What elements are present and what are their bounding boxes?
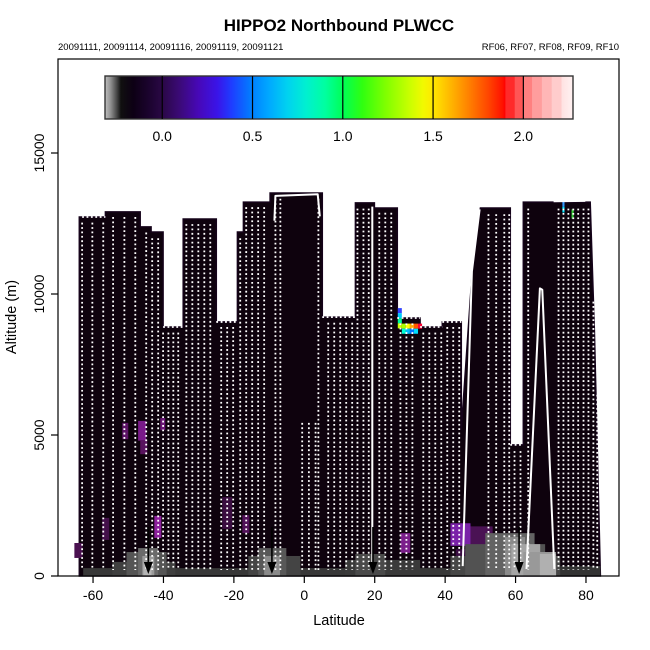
plot-frame [57,58,620,577]
x-axis-tick-label: -60 [83,587,103,603]
cloud-water-patch [74,543,83,558]
high-value-cell [413,323,419,329]
surface-arrow [514,527,524,574]
surface-arrow [368,527,378,574]
x-axis-tick-label: -20 [224,587,244,603]
flight-track-solid [525,287,556,570]
surface-arrow [267,527,277,574]
surface-arrow-head [514,562,524,574]
cloud-water-patch [102,517,110,540]
x-axis-tick-label: 40 [437,587,453,603]
subtitle-flight-dates: 20091111, 20091114, 20091116, 20091119, … [58,42,283,53]
high-value-cell [401,328,406,334]
high-value-cell [409,328,414,334]
high-value-cell [397,308,402,314]
high-value-cell [401,323,406,329]
x-axis-tick-label: -40 [153,587,173,603]
surface-arrow [143,527,153,574]
axes-layer: -60 -40 -20 0 20 40 60 80 0 5000 10000 15000 [31,133,594,603]
cloud-water-patch [122,422,129,440]
colorbar-tick-label: 0.0 [153,128,173,144]
colorbar-tick-label: 2.0 [514,128,534,144]
surface-arrow-head [143,562,153,574]
high-value-cell [562,200,565,207]
y-axis-tick-label: 15000 [31,133,47,172]
page-title: HIPPO2 Northbound PLWCC [224,16,454,35]
colorbar-gradient [104,75,574,120]
boundary-layer-gray-band [539,554,557,576]
cloud-water-patch [140,440,148,455]
colorbar-legend: 0.0 0.5 1.0 1.5 2.0 [104,75,574,144]
high-value-cell [409,323,414,329]
subtitle-flight-ids: RF06, RF07, RF08, RF09, RF10 [482,42,619,53]
colorbar-tick-label: 1.5 [423,128,443,144]
y-axis-label: Altitude (m) [4,280,20,354]
cloud-water-patch [160,418,166,431]
cloud-water-patch [154,515,162,538]
y-axis-tick-label: 0 [31,572,47,580]
x-axis-tick-label: 0 [300,587,308,603]
high-value-cell [397,313,402,319]
high-value-cell [418,323,423,329]
cloud-water-patch [138,420,147,441]
surface-arrow-head [267,562,277,574]
x-axis-tick-label: 60 [508,587,524,603]
y-axis-tick-label: 5000 [31,419,47,450]
surface-arrow-head [368,562,378,574]
flight-track-solid [461,209,481,567]
high-value-cell [413,328,419,334]
boundary-layer-gray-band [83,568,597,576]
x-axis-tick-label: 80 [578,587,594,603]
curtain-layer [74,192,602,577]
cloud-water-patch [450,523,471,546]
x-axis-label: Latitude [313,613,365,629]
colorbar-tick-label: 0.5 [243,128,263,144]
boundary-layer-gray-band [560,566,601,576]
high-value-cell [397,323,402,329]
colorbar-tick-label: 1.0 [333,128,353,144]
y-axis-tick-label: 10000 [31,274,47,313]
high-value-cell [405,328,410,334]
high-value-cell [405,323,410,329]
high-value-cell [397,318,402,324]
cloud-water-patch [400,533,411,553]
x-axis-tick-label: 20 [367,587,383,603]
flight-track-solid [273,193,321,221]
